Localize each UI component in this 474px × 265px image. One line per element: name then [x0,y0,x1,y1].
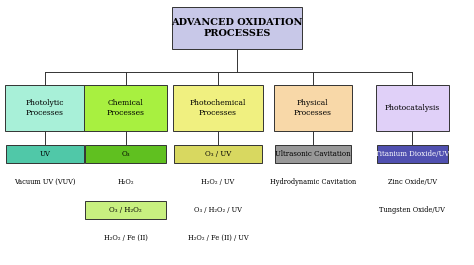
Text: Physical
Processes: Physical Processes [294,99,332,117]
Text: O₃: O₃ [121,150,130,158]
Bar [85,145,166,163]
Bar [172,7,302,49]
Text: H₂O₂ / Fe (II): H₂O₂ / Fe (II) [104,234,147,242]
Text: Photocatalysis: Photocatalysis [385,104,440,112]
Text: Titanium Dioxide/UV: Titanium Dioxide/UV [375,150,449,158]
Text: Photolytic
Processes: Photolytic Processes [26,99,64,117]
Text: O₃ / H₂O₂: O₃ / H₂O₂ [109,206,142,214]
Text: Tungsten Oxide/UV: Tungsten Oxide/UV [380,206,445,214]
Text: Photochemical
Processes: Photochemical Processes [190,99,246,117]
Text: O₃ / H₂O₂ / UV: O₃ / H₂O₂ / UV [194,206,242,214]
Bar [5,85,85,131]
Bar [275,145,351,163]
Text: Vacuum UV (VUV): Vacuum UV (VUV) [14,178,76,186]
Text: H₂O₂: H₂O₂ [118,178,134,186]
Text: Ultrasonic Cavitation: Ultrasonic Cavitation [275,150,351,158]
Bar [174,145,262,163]
Text: H₂O₂ / Fe (II) / UV: H₂O₂ / Fe (II) / UV [188,234,248,242]
Text: Zinc Oxide/UV: Zinc Oxide/UV [388,178,437,186]
Bar [173,85,263,131]
Text: UV: UV [40,150,50,158]
Bar [84,85,167,131]
Bar [85,201,166,219]
Bar [375,85,449,131]
Text: Chemical
Processes: Chemical Processes [107,99,145,117]
Text: Hydrodynamic Cavitation: Hydrodynamic Cavitation [270,178,356,186]
Text: ADVANCED OXIDATION
PROCESSES: ADVANCED OXIDATION PROCESSES [171,18,303,38]
Bar [6,145,84,163]
Text: O₃ / UV: O₃ / UV [205,150,231,158]
Bar [377,145,448,163]
Bar [273,85,352,131]
Text: H₂O₂ / UV: H₂O₂ / UV [201,178,235,186]
